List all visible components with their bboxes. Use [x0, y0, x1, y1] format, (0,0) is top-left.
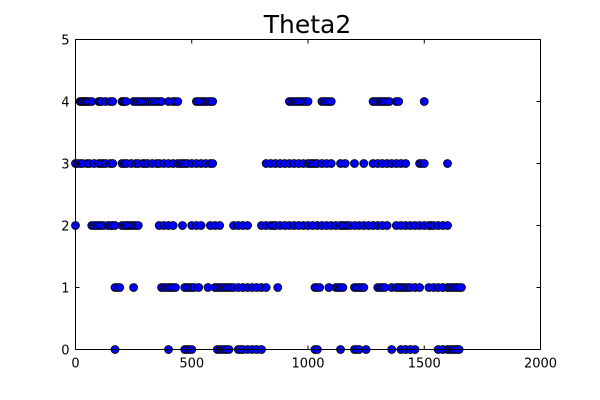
data-point	[129, 283, 139, 292]
data-point	[215, 221, 225, 230]
data-point	[243, 221, 252, 230]
data-point	[443, 221, 452, 230]
data-point	[115, 283, 125, 292]
ticks-layer: 0 500 1000 1500 2000 0 1 2 3 4 5	[61, 34, 557, 372]
x-tick-label: 1000	[291, 357, 324, 372]
points-layer	[71, 97, 466, 354]
data-point	[415, 283, 425, 292]
data-point	[196, 221, 206, 230]
y-tick-label: 2	[61, 220, 69, 235]
data-point	[326, 159, 336, 168]
data-point	[171, 283, 180, 292]
y-tick-label: 1	[61, 282, 69, 297]
data-point	[443, 159, 452, 168]
data-point	[208, 97, 218, 106]
data-point	[173, 97, 183, 106]
data-point	[419, 159, 429, 168]
data-point	[168, 221, 178, 230]
data-point	[315, 283, 325, 292]
data-point	[350, 159, 359, 168]
data-point	[457, 283, 466, 292]
data-point	[178, 221, 187, 230]
data-point	[340, 159, 350, 168]
data-point	[108, 97, 118, 106]
data-point	[338, 283, 348, 292]
data-point	[326, 97, 336, 106]
y-tick-label: 5	[61, 34, 69, 49]
data-point	[303, 97, 313, 106]
data-point	[394, 97, 404, 106]
x-tick-label: 2000	[524, 357, 557, 372]
data-point	[359, 159, 369, 168]
x-tick-label: 0	[71, 357, 79, 372]
data-point	[208, 159, 218, 168]
y-tick-label: 4	[61, 96, 69, 111]
x-tick-label: 1500	[408, 357, 441, 372]
data-point	[401, 159, 411, 168]
data-point	[273, 283, 283, 292]
data-point	[133, 221, 143, 230]
chart-title: Theta2	[263, 10, 352, 39]
data-point	[419, 97, 429, 106]
data-point	[194, 283, 204, 292]
x-tick-label: 500	[179, 357, 204, 372]
data-point	[261, 283, 271, 292]
data-point	[359, 283, 369, 292]
y-tick-label: 3	[61, 158, 69, 173]
data-point	[382, 221, 392, 230]
y-tick-label: 0	[61, 344, 69, 359]
data-point	[121, 97, 131, 106]
data-point	[108, 159, 118, 168]
